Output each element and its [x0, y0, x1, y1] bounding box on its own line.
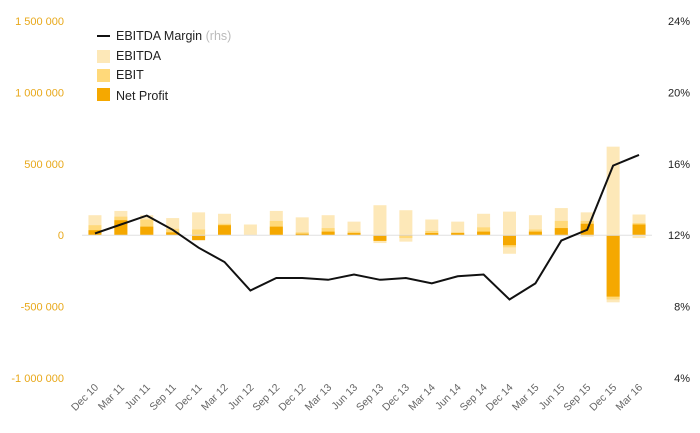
- left-tick-label: -1 000 000: [11, 373, 64, 385]
- right-tick-label: 8%: [674, 302, 690, 314]
- left-tick-label: -500 000: [21, 302, 64, 314]
- right-tick-label: 20%: [668, 87, 690, 99]
- right-tick-label: 12%: [668, 230, 690, 242]
- bar-net-profit: [218, 225, 231, 236]
- right-tick-label: 4%: [674, 373, 690, 385]
- bar-net-profit-negative: [373, 235, 387, 241]
- x-tick-label: Dec 13: [380, 382, 412, 414]
- x-tick-label: Mar 15: [510, 382, 542, 414]
- x-tick-label: Mar 11: [96, 382, 127, 413]
- x-tick-label: Mar 12: [199, 382, 231, 414]
- right-tick-label: 16%: [668, 159, 690, 171]
- bar-ebitda: [399, 210, 413, 236]
- x-tick-label: Sep 15: [561, 382, 593, 414]
- bar-ebit: [477, 227, 491, 236]
- legend: EBITDA Margin (rhs) EBITDA EBIT Net Prof…: [97, 29, 231, 103]
- bar-ebitda: [295, 217, 309, 236]
- bar-net-profit-negative: [503, 235, 516, 246]
- x-tick-label: Dec 12: [276, 382, 308, 414]
- x-tick-label: Mar 13: [303, 382, 335, 414]
- bar-net-profit: [347, 233, 361, 236]
- legend-label-ebitda: EBITDA: [116, 49, 162, 63]
- x-tick-label: Mar 16: [614, 382, 646, 414]
- left-axis-ticks: 1 500 000 1 000 000 500 000 0 -500 000 -1 000…: [11, 16, 64, 385]
- x-tick-label: Dec 10: [69, 382, 101, 414]
- legend-swatch-ebit: [97, 69, 110, 82]
- bar-net-profit: [269, 226, 283, 236]
- bar-net-profit: [451, 233, 465, 236]
- x-tick-label: Mar 14: [406, 382, 438, 414]
- legend-label-ebitda-margin: EBITDA Margin (rhs): [116, 29, 231, 43]
- x-tick-label: Sep 13: [354, 382, 386, 414]
- bar-net-profit: [528, 231, 542, 236]
- bar-ebit-negative: [399, 235, 413, 239]
- left-tick-label: 1 500 000: [15, 16, 64, 28]
- x-tick-label: Dec 15: [587, 382, 619, 414]
- right-axis-ticks: 24% 20% 16% 12% 8% 4%: [668, 16, 690, 385]
- bar-net-profit: [425, 233, 439, 236]
- bar-ebitda: [373, 205, 387, 236]
- legend-label-ebit: EBIT: [116, 68, 144, 82]
- bar-ebitda: [606, 146, 620, 236]
- x-tick-label: Dec 14: [484, 382, 516, 414]
- right-tick-label: 24%: [668, 16, 690, 28]
- bar-ebitda-negative: [399, 235, 413, 242]
- legend-label-net-profit: Net Profit: [116, 89, 169, 103]
- bar-ebit: [192, 229, 206, 236]
- bar-ebit: [166, 228, 180, 236]
- bar-net-profit: [632, 224, 646, 236]
- bar-ebitda: [503, 211, 516, 236]
- x-tick-label: Jun 11: [123, 382, 153, 412]
- bar-layer: [88, 146, 646, 303]
- bar-ebitda-negative: [632, 235, 646, 239]
- bar-net-profit: [554, 228, 568, 236]
- left-tick-label: 1 000 000: [15, 87, 64, 99]
- bar-net-profit-negative: [606, 235, 620, 297]
- left-tick-label: 500 000: [24, 159, 64, 171]
- legend-swatch-net-profit: [97, 88, 110, 101]
- ebitda-margin-line: [94, 153, 640, 301]
- x-tick-label: Sep 14: [458, 382, 490, 414]
- left-tick-label: 0: [58, 230, 64, 242]
- bar-net-profit: [477, 231, 491, 236]
- x-tick-label: Sep 11: [147, 382, 179, 414]
- x-tick-label: Dec 11: [173, 382, 205, 414]
- bar-net-profit: [295, 233, 309, 236]
- x-tick-label: Sep 12: [250, 382, 282, 414]
- legend-swatch-ebitda: [97, 50, 110, 63]
- bar-ebitda: [243, 224, 257, 236]
- bar-net-profit: [166, 232, 180, 236]
- bar-net-profit-negative: [192, 235, 206, 241]
- bar-ebitda: [451, 221, 465, 236]
- bar-net-profit: [140, 226, 154, 236]
- bar-net-profit: [321, 231, 335, 236]
